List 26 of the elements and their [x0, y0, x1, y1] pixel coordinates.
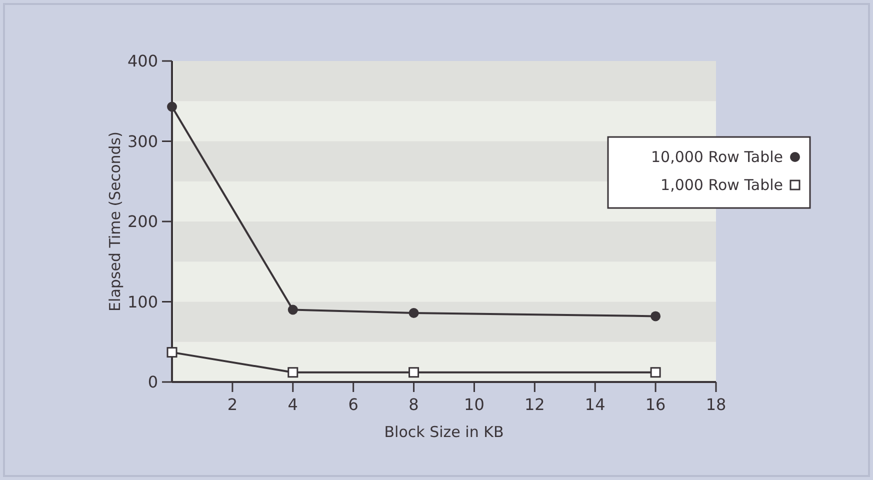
x-tick-label: 10	[464, 395, 484, 414]
x-tick-label: 14	[584, 395, 606, 414]
y-tick-label: 0	[148, 372, 158, 392]
point	[650, 311, 661, 322]
y-tick-label: 400	[127, 52, 158, 71]
y-tick-label: 100	[127, 292, 158, 312]
point	[166, 347, 178, 358]
point	[408, 308, 419, 318]
legend-label: 1,000 Row Table	[660, 176, 783, 194]
point	[288, 304, 298, 315]
x-tick-label: 8	[408, 395, 419, 414]
y-tick-label: 200	[127, 212, 158, 232]
x-tick-label: 16	[645, 395, 666, 414]
x-tick-label: 12	[524, 395, 545, 414]
x-tick-label: 18	[706, 395, 726, 414]
point	[650, 367, 661, 378]
y-axis-title: Elapsed Time (Seconds)	[106, 132, 124, 312]
point	[408, 367, 420, 378]
point	[288, 367, 298, 378]
legend-label: 10,000 Row Table	[650, 148, 783, 166]
x-tick-label: 6	[348, 395, 358, 414]
x-axis-title: Block Size in KB	[384, 423, 504, 441]
y-tick-label: 300	[127, 132, 158, 151]
x-tick-label: 4	[288, 395, 298, 414]
x-tick-label: 2	[227, 395, 238, 414]
point	[167, 102, 177, 112]
